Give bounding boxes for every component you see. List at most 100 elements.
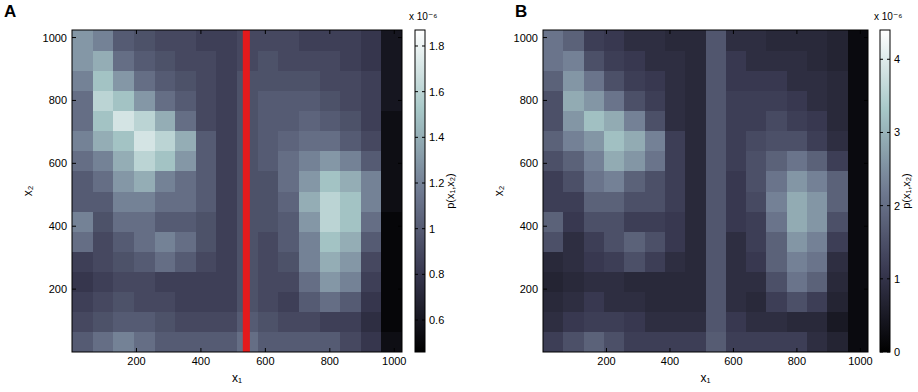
heat-cell: [807, 90, 828, 111]
colorbar-tick-label: 1: [894, 273, 900, 285]
heat-cell: [766, 292, 787, 313]
heat-cell: [113, 292, 134, 313]
heat-cell: [827, 131, 848, 152]
heat-cell: [134, 231, 155, 252]
heat-cell: [361, 151, 382, 172]
heat-cell: [216, 191, 237, 212]
heat-cell: [645, 211, 666, 232]
heat-cell: [827, 211, 848, 232]
heat-cell: [381, 231, 402, 252]
colorbar-tick: [880, 278, 883, 279]
heat-cell: [72, 171, 93, 192]
heat-cell: [827, 151, 848, 172]
panel-label: B: [515, 2, 527, 21]
colorbar-tick: [415, 320, 418, 321]
heat-cell: [320, 70, 341, 91]
heat-cell: [706, 312, 727, 333]
heat-cell: [134, 111, 155, 132]
y-tick-label: 800: [520, 94, 538, 106]
heat-cell: [216, 231, 237, 252]
heat-cell: [604, 231, 625, 252]
heat-cell: [320, 191, 341, 212]
y-tick-label: 200: [520, 283, 538, 295]
x-tick: [329, 30, 330, 34]
heat-cell: [563, 211, 584, 232]
heat-cell: [807, 30, 828, 51]
colorbar-tick-label: 0: [894, 346, 900, 358]
x-tick-label: 800: [788, 355, 806, 367]
heat-cell: [299, 191, 320, 212]
heat-cell: [175, 70, 196, 91]
heat-cell: [320, 231, 341, 252]
heat-cell: [299, 231, 320, 252]
heat-cell: [113, 171, 134, 192]
heat-cell: [807, 272, 828, 293]
colorbar-frame: [880, 30, 890, 352]
heat-cell: [175, 30, 196, 51]
heat-cell: [726, 30, 747, 51]
heat-cell: [155, 70, 176, 91]
heat-cell: [175, 111, 196, 132]
heat-cell: [361, 292, 382, 313]
heat-cell: [93, 111, 114, 132]
heat-cell: [665, 111, 686, 132]
heat-cell: [726, 251, 747, 272]
heat-cell: [726, 332, 747, 352]
x-tick-label: 200: [597, 355, 615, 367]
heat-cell: [706, 50, 727, 71]
heat-cell: [216, 211, 237, 232]
heat-cell: [685, 292, 706, 313]
heat-cell: [381, 30, 402, 51]
heat-cell: [320, 90, 341, 111]
heat-cell: [685, 50, 706, 71]
heat-cell: [93, 90, 114, 111]
heat-cell: [807, 332, 828, 352]
heat-cell: [645, 231, 666, 252]
heat-cell: [807, 191, 828, 212]
heat-cell: [848, 292, 868, 313]
x-tick: [796, 348, 797, 352]
heat-cell: [299, 151, 320, 172]
heat-cell: [624, 272, 645, 293]
heat-cell: [665, 191, 686, 212]
heat-cell: [726, 151, 747, 172]
heat-cell: [320, 312, 341, 333]
heat-cell: [604, 312, 625, 333]
heat-cell: [340, 171, 361, 192]
y-tick: [398, 163, 402, 164]
heat-cell: [543, 332, 564, 352]
heat-cell: [726, 131, 747, 152]
heat-cell: [563, 292, 584, 313]
heat-cell: [258, 292, 279, 313]
x-tick: [669, 348, 670, 352]
heat-cell: [72, 312, 93, 333]
heat-cell: [563, 191, 584, 212]
heat-cell: [134, 90, 155, 111]
heat-cell: [258, 191, 279, 212]
heat-cell: [766, 191, 787, 212]
heat-cell: [134, 131, 155, 152]
heat-cell: [746, 272, 767, 293]
heat-cell: [706, 211, 727, 232]
heat-cell: [155, 211, 176, 232]
heat-cell: [604, 111, 625, 132]
heat-cell: [563, 131, 584, 152]
heat-cell: [381, 131, 402, 152]
heat-cell: [216, 251, 237, 272]
heat-cell: [685, 191, 706, 212]
colorbar-tick: [422, 274, 425, 275]
heat-cell: [113, 90, 134, 111]
heat-cell: [848, 272, 868, 293]
heat-cell: [196, 171, 217, 192]
colorbar-tick-label: 4: [894, 53, 900, 65]
heat-cell: [175, 332, 196, 352]
heat-cell: [93, 292, 114, 313]
heat-cell: [93, 131, 114, 152]
heat-cell: [584, 70, 605, 91]
heat-cell: [299, 251, 320, 272]
heat-cell: [604, 332, 625, 352]
heat-cell: [604, 251, 625, 272]
heat-cell: [787, 332, 808, 352]
heat-cell: [258, 30, 279, 51]
heat-cell: [604, 171, 625, 192]
